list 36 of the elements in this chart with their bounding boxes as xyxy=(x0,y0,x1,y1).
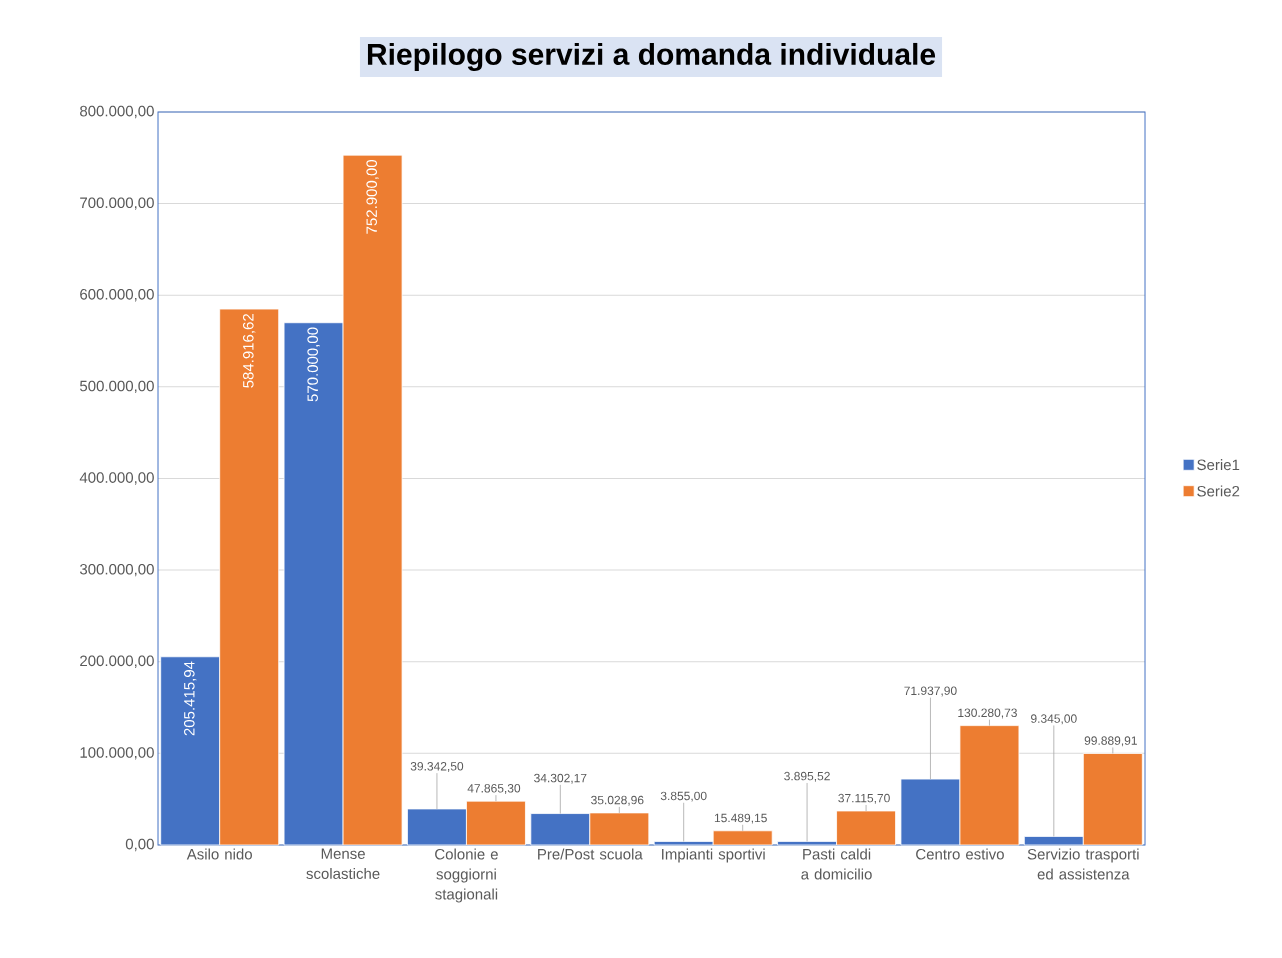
data-label: 47.865,30 xyxy=(467,784,521,794)
data-label: 99.889,91 xyxy=(1084,736,1137,747)
chart-title: Riepilogo servizi a domanda individuale xyxy=(367,42,936,72)
x-tick-label: Servizio trasporti ed assistenza xyxy=(1027,848,1139,880)
data-label: 39.342,50 xyxy=(410,762,464,772)
data-label: 570.000,00 xyxy=(307,327,320,402)
y-tick-label: 300.000,00 xyxy=(79,563,154,577)
y-tick-label: 100.000,00 xyxy=(80,747,154,760)
y-tick-label: 600.000,00 xyxy=(80,289,154,302)
data-label: 35.028,96 xyxy=(591,795,644,806)
y-tick-label: 0,00 xyxy=(125,838,154,852)
x-tick-label: Colonie e soggiorni stagionali xyxy=(435,848,498,903)
x-tick-label: Asilo nido xyxy=(186,848,252,860)
y-tick-label: 400.000,00 xyxy=(79,472,154,485)
x-tick-label: Centro estivo xyxy=(916,848,1004,860)
data-label: 3.855,00 xyxy=(660,791,707,802)
data-label: 37.115,70 xyxy=(838,793,890,804)
data-label: 3.895,52 xyxy=(784,771,830,782)
legend-label: Serie1 xyxy=(1197,459,1240,471)
data-label: 584.916,62 xyxy=(243,314,256,388)
data-label: 15.489,15 xyxy=(714,813,767,824)
data-label: 9.345,00 xyxy=(1031,714,1077,725)
x-tick-label: Pasti caldi a domicilio xyxy=(801,848,872,880)
data-label: 752.900,00 xyxy=(366,159,379,234)
data-label: 71.937,90 xyxy=(904,686,957,697)
y-tick-label: 200.000,00 xyxy=(80,655,154,668)
x-tick-label: Impianti sportivi xyxy=(662,848,765,863)
y-tick-label: 500.000,00 xyxy=(80,380,154,394)
data-label: 205.415,94 xyxy=(184,661,197,736)
legend-label: Serie2 xyxy=(1197,485,1240,497)
x-tick-label: Pre/Post scuola xyxy=(538,848,643,860)
data-label: 34.302,17 xyxy=(534,773,587,784)
y-tick-label: 800.000,00 xyxy=(80,105,154,119)
y-tick-label: 700.000,00 xyxy=(80,197,154,210)
data-label: 130.280,73 xyxy=(958,708,1017,719)
x-tick-label: Mense scolastiche xyxy=(306,848,380,879)
